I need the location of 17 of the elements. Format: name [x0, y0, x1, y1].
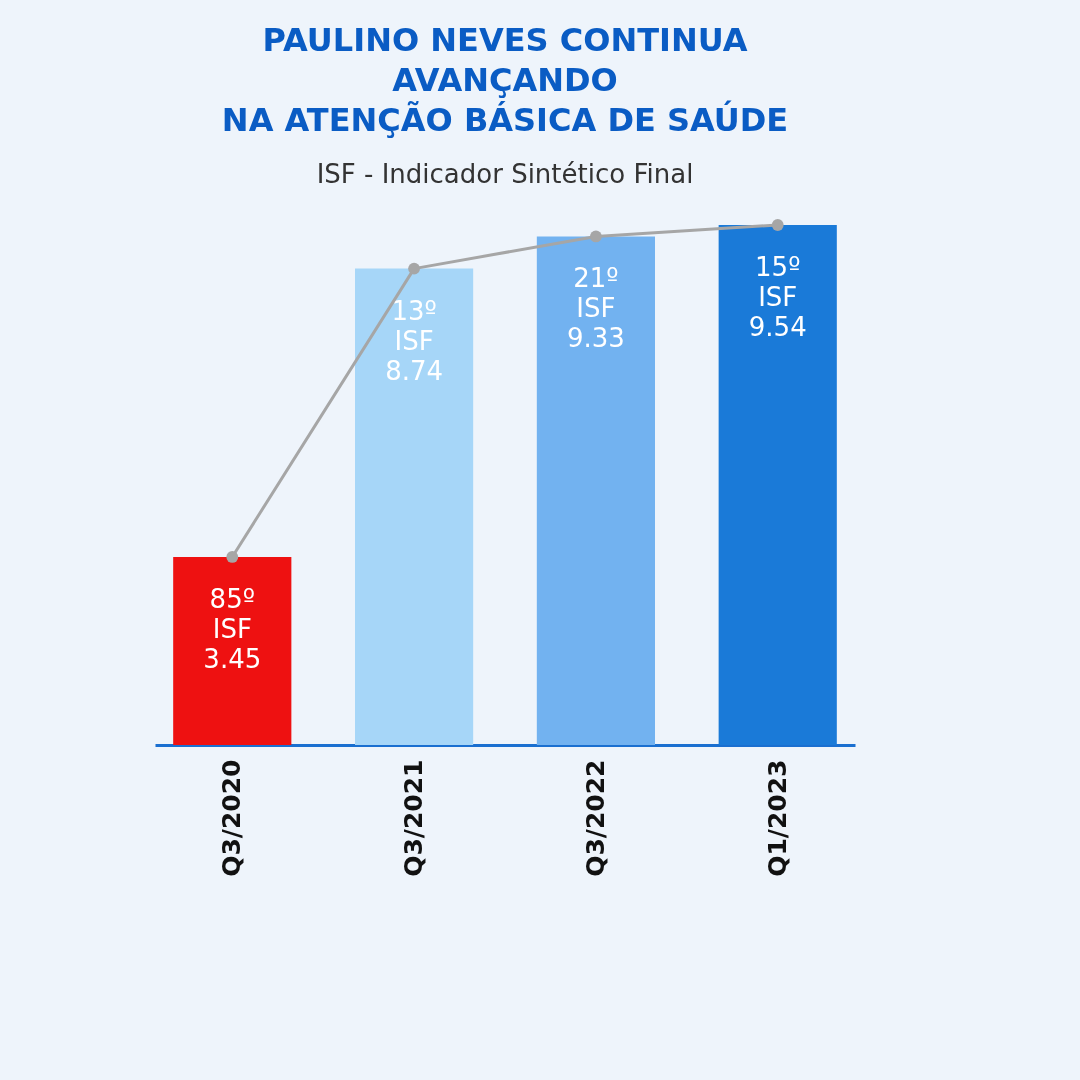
point — [589, 230, 602, 243]
data-label: 15º ISF 9.54 — [748, 252, 807, 342]
point — [408, 262, 421, 275]
bar — [355, 268, 474, 745]
data-label: 85º ISF 3.45 — [203, 583, 262, 674]
bar — [536, 236, 655, 745]
point — [771, 219, 784, 231]
x-tick-label: Q1/2023 — [762, 759, 792, 877]
x-tick-label: Q3/2020 — [217, 759, 247, 877]
chart-title: PAULINO NEVES CONTINUA AVANÇANDO NA ATENÇÃO BÁSICA DE SAÚDE — [221, 21, 789, 140]
chart-subtitle: ISF - Indicador Sintético Final — [316, 159, 694, 190]
data-label: 13º ISF 8.74 — [385, 295, 444, 386]
x-tick-label: Q3/2021 — [399, 759, 429, 877]
bar — [173, 556, 292, 745]
x-tick-label: Q3/2022 — [580, 759, 610, 877]
point — [226, 551, 239, 563]
data-label: 21º ISF 9.33 — [566, 263, 625, 354]
